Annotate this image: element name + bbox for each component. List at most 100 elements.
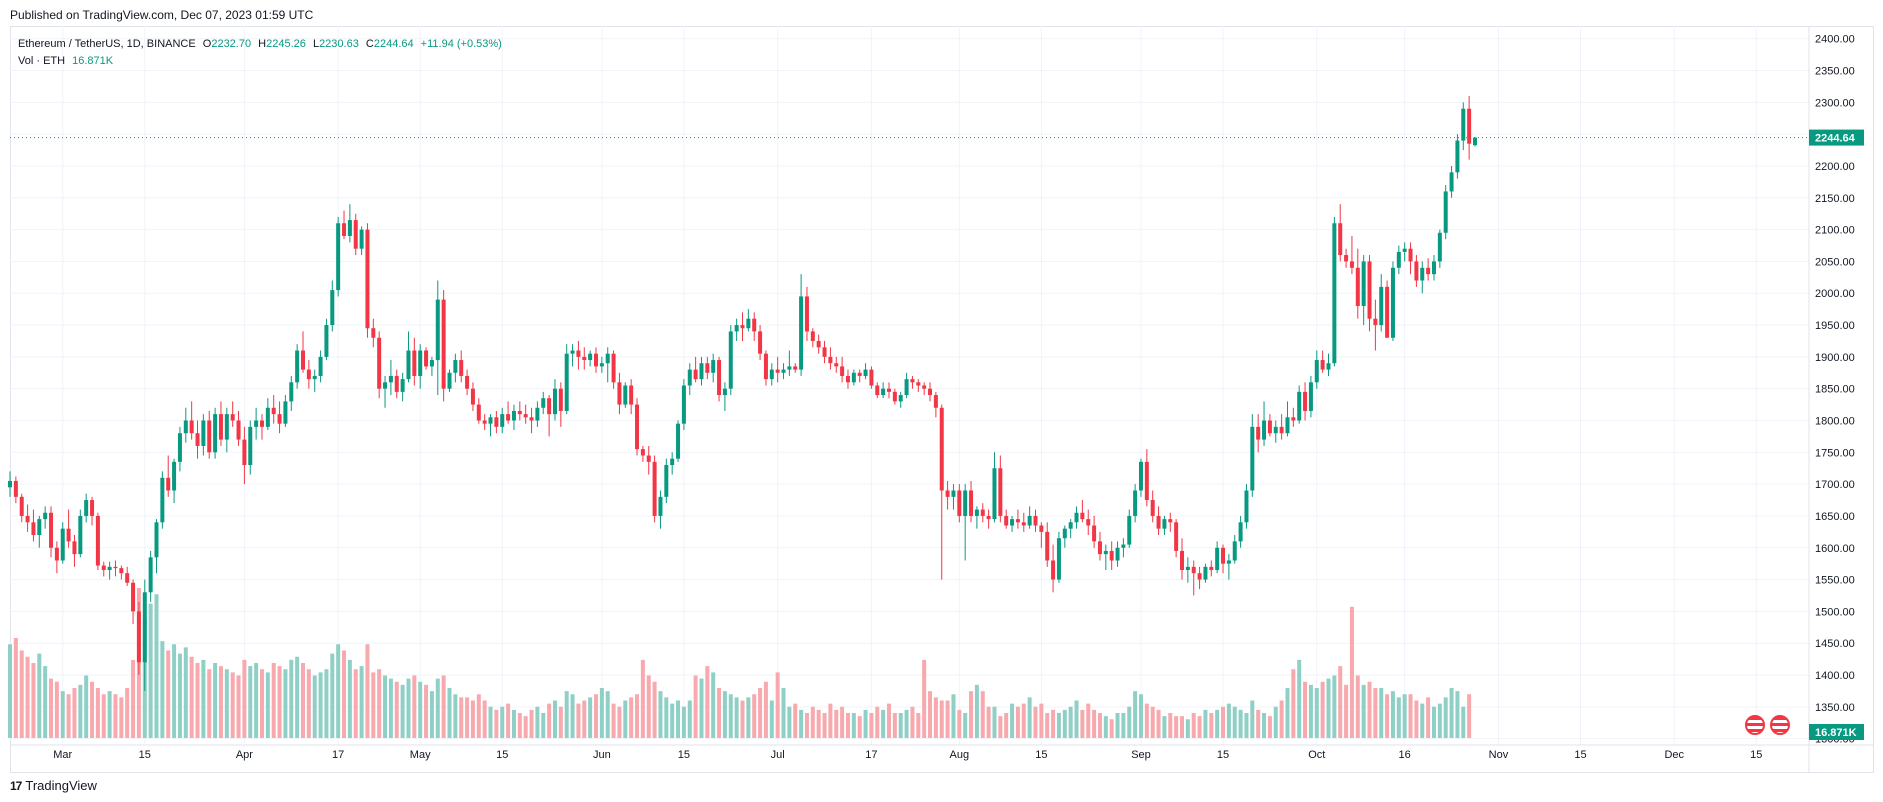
volume-bar — [1080, 709, 1085, 738]
candle-body — [1068, 522, 1073, 529]
candle-body — [828, 356, 833, 364]
candle-body — [558, 388, 563, 411]
candle-body — [1203, 566, 1208, 580]
candle-body — [676, 423, 681, 459]
y-tick-label: 1950.00 — [1815, 320, 1855, 332]
volume-bar — [453, 694, 458, 738]
candle-body — [1461, 108, 1466, 141]
y-tick-label: 1700.00 — [1815, 479, 1855, 491]
candle-body — [734, 325, 739, 332]
volume-bar — [623, 700, 628, 738]
volume-bar — [336, 644, 341, 738]
candle-body — [500, 414, 505, 427]
volume-bar — [1285, 688, 1290, 738]
candle-body — [1133, 490, 1138, 516]
candle-body — [1238, 522, 1243, 542]
y-tick-label: 2400.00 — [1815, 34, 1855, 46]
candle-body — [793, 366, 798, 370]
volume-bar — [552, 700, 557, 738]
legend-volume-value: 16.871K — [72, 55, 114, 67]
candle-body — [177, 433, 182, 462]
footer-brand[interactable]: 17 TradingView — [10, 778, 97, 793]
x-tick-label: 15 — [1217, 749, 1229, 761]
candle-body — [816, 340, 821, 348]
candle-body — [623, 385, 628, 405]
volume-bar — [1097, 713, 1102, 738]
volume-bar — [365, 644, 370, 738]
candle-body — [998, 468, 1003, 516]
candle-body — [306, 369, 311, 380]
x-tick-label: Mar — [53, 749, 72, 761]
candle-body — [511, 410, 516, 421]
volume-bar — [1443, 697, 1448, 738]
volume-bar — [1326, 678, 1331, 738]
candle-body — [974, 509, 979, 516]
volume-bar — [131, 659, 136, 738]
volume-bar — [1461, 706, 1466, 738]
candle-body — [54, 547, 59, 561]
volume-bar — [406, 678, 411, 738]
volume-bar — [236, 675, 241, 738]
candle-body — [1256, 426, 1261, 440]
candle-body — [529, 417, 534, 421]
candle-body — [1138, 461, 1143, 491]
legend-volume-label[interactable]: Vol · ETH — [18, 55, 66, 67]
candle-body — [1390, 267, 1395, 338]
volume-bar — [1408, 694, 1413, 738]
volume-bar — [699, 678, 704, 738]
y-tick-label: 1900.00 — [1815, 352, 1855, 364]
candle-body — [453, 360, 458, 373]
candle-body — [60, 528, 65, 561]
candle-body — [1467, 108, 1472, 144]
volume-bar — [635, 694, 640, 738]
volume-bar — [564, 691, 569, 738]
volume-bar — [1262, 713, 1267, 738]
y-tick-label: 2300.00 — [1815, 97, 1855, 109]
volume-bar — [447, 688, 452, 738]
volume-bar — [1402, 694, 1407, 738]
footer-brand-name: TradingView — [25, 778, 97, 793]
candle-body — [1115, 547, 1120, 561]
candle-body — [72, 541, 77, 555]
volume-bar — [599, 688, 604, 738]
volume-bar — [1191, 713, 1196, 738]
volume-bar — [271, 663, 276, 738]
candle-body — [277, 414, 282, 424]
candle-body — [435, 299, 440, 361]
x-tick-label: May — [410, 749, 431, 761]
x-tick-label: 15 — [1574, 749, 1586, 761]
candle-body — [289, 382, 294, 402]
legend-symbol[interactable]: Ethereum / TetherUS, 1D, BINANCE — [18, 38, 196, 50]
candle-body — [1443, 191, 1448, 233]
volume-bar — [822, 713, 827, 738]
volume-bar — [969, 691, 974, 738]
published-info: Published on TradingView.com, Dec 07, 20… — [10, 8, 314, 22]
volume-bar — [1467, 694, 1472, 738]
volume-bar — [201, 659, 206, 738]
volume-bar — [318, 672, 323, 738]
candle-body — [1326, 363, 1331, 370]
candle-body — [1402, 248, 1407, 252]
candle-body — [1314, 360, 1319, 383]
volume-bar — [224, 669, 229, 738]
us-flag-icon[interactable] — [1745, 715, 1765, 735]
legend-row-price: Ethereum / TetherUS, 1D, BINANCE O2232.7… — [18, 36, 506, 53]
volume-bar — [500, 706, 505, 738]
volume-bar — [1226, 703, 1231, 738]
volume-bar — [734, 697, 739, 738]
volume-bar — [629, 697, 634, 738]
volume-bar — [547, 703, 552, 738]
x-tick-label: 15 — [678, 749, 690, 761]
candle-body — [699, 363, 704, 380]
volume-bar — [400, 684, 405, 738]
candle-body — [148, 557, 153, 593]
candle-body — [933, 395, 938, 408]
y-tick-label: 1450.00 — [1815, 638, 1855, 650]
candle-body — [459, 360, 464, 376]
candle-body — [711, 360, 716, 373]
volume-bar — [1109, 719, 1114, 738]
candle-body — [84, 500, 89, 516]
volume-bar — [804, 713, 809, 738]
us-flag-icon[interactable] — [1770, 715, 1790, 735]
